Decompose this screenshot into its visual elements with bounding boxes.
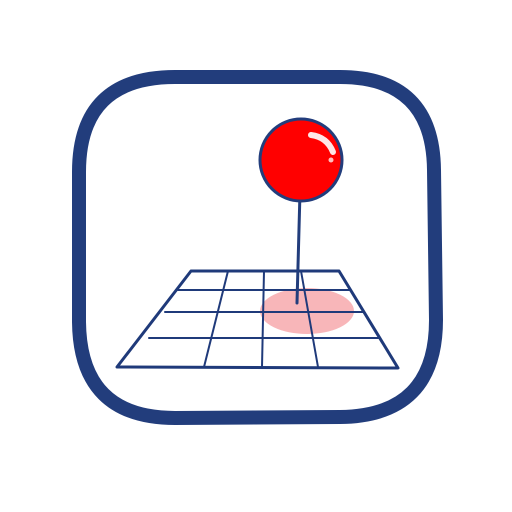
- map-grid-column: [261, 270, 265, 368]
- pin-needle: [295, 190, 302, 305]
- pin-gloss-dot: [328, 157, 334, 163]
- map-grid-column: [203, 270, 229, 368]
- map-grid-outline: [115, 269, 400, 370]
- pin-gloss: [308, 132, 336, 155]
- rounded-frame: [72, 70, 443, 425]
- map-grid: [115, 269, 400, 370]
- map-grid-column: [300, 270, 319, 368]
